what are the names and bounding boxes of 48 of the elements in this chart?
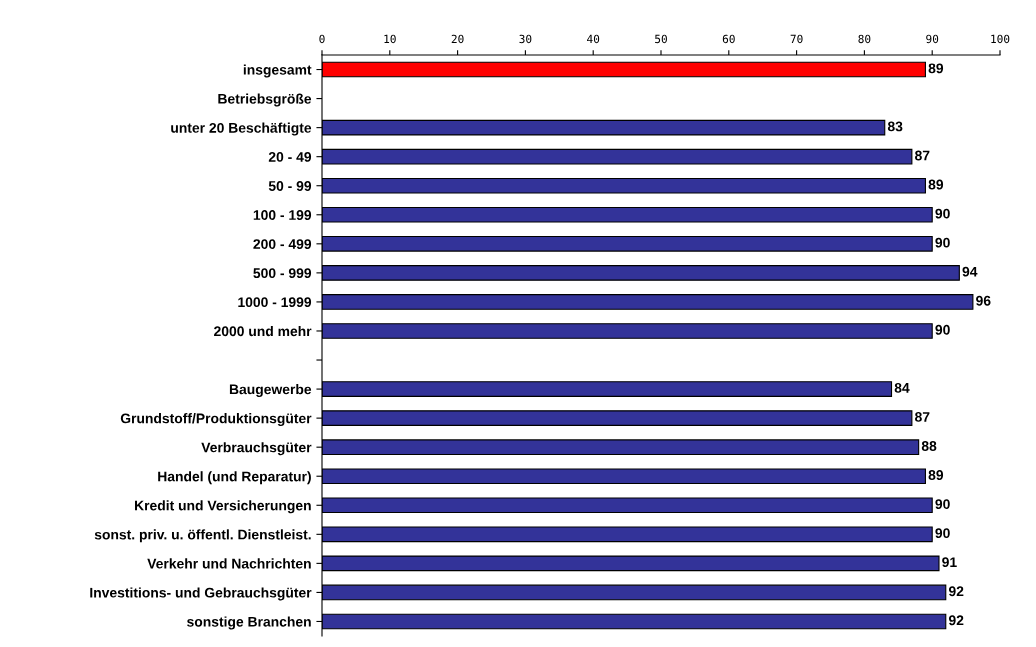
y-tick-label: Grundstoff/Produktionsgüter <box>120 413 312 427</box>
data-label: 96 <box>976 295 991 306</box>
y-tick-label: 500 - 999 <box>253 268 312 279</box>
y-tick-label: insgesamt <box>243 64 312 78</box>
data-label: 92 <box>948 615 964 626</box>
data-label: 89 <box>928 179 944 190</box>
y-tick-label: Kredit und Versicherungen <box>135 500 311 514</box>
x-tick-label: 50 <box>655 34 667 44</box>
y-tick-label: 100 - 199 <box>253 210 312 220</box>
y-tick-label: 1000 - 1999 <box>238 297 312 308</box>
data-label: 90 <box>935 208 950 219</box>
y-tick-label: sonstige Branchen <box>187 616 311 630</box>
x-tick-label: 70 <box>790 34 803 44</box>
data-label: 83 <box>887 121 903 132</box>
x-tick-label: 20 <box>451 34 464 44</box>
y-tick-label: Handel (und Reparatur) <box>158 471 311 485</box>
x-tick-label: 30 <box>519 34 532 44</box>
y-tick-label: Verkehr und Nachrichten <box>147 558 311 569</box>
data-label: 90 <box>935 528 950 539</box>
x-tick-label: 80 <box>858 34 871 44</box>
y-tick-label: Baugewerbe <box>229 384 312 398</box>
y-tick-label: Investitions- und Gebrauchsgüter <box>90 587 312 601</box>
x-tick-label: 100 <box>991 34 1010 44</box>
data-label: 88 <box>921 441 937 451</box>
data-label: 87 <box>915 412 930 422</box>
data-label: 90 <box>935 324 950 335</box>
data-label: 87 <box>915 150 930 161</box>
data-label: 84 <box>894 382 910 393</box>
data-label: 94 <box>962 266 978 277</box>
y-tick-label: Betriebsgröße <box>218 93 312 107</box>
x-tick-label: 0 <box>319 34 325 44</box>
x-tick-label: 60 <box>722 34 735 44</box>
x-tick-label: 40 <box>587 34 600 44</box>
data-label: 89 <box>928 470 944 480</box>
y-tick-label: unter 20 Beschäftigte <box>171 122 312 136</box>
data-label: 90 <box>935 237 950 248</box>
y-tick-label: 200 - 499 <box>253 239 312 249</box>
y-tick-label: Verbrauchsgüter <box>201 442 312 456</box>
data-label: 91 <box>942 557 957 568</box>
y-tick-label: 20 - 49 <box>268 152 312 162</box>
x-tick-label: 90 <box>926 34 939 44</box>
y-tick-label: sonst. priv. u. öffentl. Dienstleist. <box>94 529 311 543</box>
data-label: 90 <box>935 499 950 509</box>
y-tick-label: 2000 und mehr <box>214 325 312 337</box>
data-label: 92 <box>948 586 964 597</box>
x-tick-label: 10 <box>384 34 396 44</box>
data-label: 89 <box>928 63 944 74</box>
y-tick-label: 50 - 99 <box>268 181 312 191</box>
